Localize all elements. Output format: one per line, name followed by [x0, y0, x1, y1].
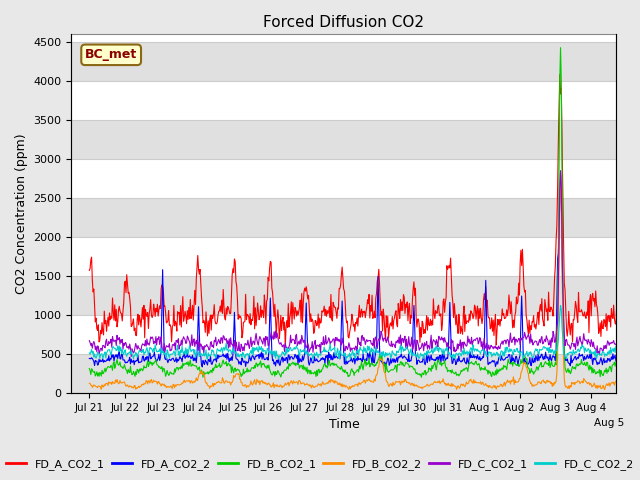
Title: Forced Diffusion CO2: Forced Diffusion CO2: [264, 15, 424, 30]
FD_B_CO2_1: [468, 361, 476, 367]
FD_B_CO2_2: [557, 171, 564, 177]
FD_A_CO2_2: [557, 170, 564, 176]
FD_B_CO2_1: [308, 370, 316, 376]
FD_C_CO2_1: [557, 168, 564, 173]
FD_A_CO2_1: [287, 299, 295, 305]
FD_A_CO2_2: [468, 354, 476, 360]
FD_C_CO2_2: [86, 350, 93, 356]
FD_A_CO2_1: [556, 72, 564, 77]
FD_A_CO2_2: [287, 354, 295, 360]
FD_C_CO2_1: [309, 349, 317, 355]
Text: Aug 5: Aug 5: [594, 418, 625, 428]
FD_A_CO2_1: [259, 307, 266, 313]
FD_A_CO2_2: [436, 352, 444, 358]
FD_A_CO2_1: [309, 319, 317, 324]
FD_B_CO2_2: [601, 387, 609, 393]
FD_C_CO2_1: [436, 337, 444, 343]
FD_C_CO2_1: [287, 340, 295, 346]
Bar: [72, 120, 616, 159]
FD_A_CO2_1: [468, 311, 476, 317]
FD_B_CO2_2: [308, 382, 316, 388]
FD_B_CO2_1: [417, 374, 425, 380]
Bar: [72, 276, 616, 315]
FD_B_CO2_2: [287, 379, 294, 385]
FD_C_CO2_2: [308, 352, 316, 358]
FD_B_CO2_1: [153, 361, 161, 367]
Line: FD_B_CO2_1: FD_B_CO2_1: [90, 48, 640, 377]
FD_A_CO2_1: [153, 309, 161, 314]
FD_C_CO2_1: [86, 338, 93, 344]
Line: FD_C_CO2_1: FD_C_CO2_1: [90, 170, 640, 357]
Bar: [72, 42, 616, 81]
FD_C_CO2_1: [127, 354, 135, 360]
FD_B_CO2_1: [287, 362, 294, 368]
FD_B_CO2_1: [86, 366, 93, 372]
Bar: [72, 198, 616, 237]
FD_C_CO2_2: [259, 349, 266, 355]
Line: FD_C_CO2_2: FD_C_CO2_2: [90, 305, 640, 361]
FD_A_CO2_2: [259, 350, 267, 356]
FD_B_CO2_1: [259, 361, 266, 367]
FD_B_CO2_1: [436, 361, 444, 367]
Text: BC_met: BC_met: [85, 48, 137, 61]
FD_C_CO2_2: [468, 352, 476, 358]
FD_C_CO2_2: [342, 358, 349, 364]
Bar: [72, 354, 616, 393]
FD_B_CO2_2: [259, 378, 266, 384]
Y-axis label: CO2 Concentration (ppm): CO2 Concentration (ppm): [15, 133, 28, 294]
X-axis label: Time: Time: [328, 419, 359, 432]
FD_C_CO2_1: [154, 336, 161, 342]
FD_A_CO2_1: [282, 344, 289, 349]
FD_C_CO2_2: [557, 302, 564, 308]
FD_B_CO2_1: [557, 45, 564, 50]
FD_B_CO2_2: [436, 378, 444, 384]
Line: FD_A_CO2_2: FD_A_CO2_2: [90, 173, 640, 367]
FD_C_CO2_2: [436, 346, 444, 352]
FD_B_CO2_2: [468, 379, 476, 385]
FD_A_CO2_2: [198, 364, 206, 370]
FD_A_CO2_1: [86, 267, 93, 273]
Line: FD_B_CO2_2: FD_B_CO2_2: [90, 174, 640, 390]
FD_B_CO2_2: [153, 379, 161, 384]
FD_A_CO2_1: [436, 313, 444, 319]
FD_A_CO2_2: [86, 356, 93, 361]
FD_B_CO2_2: [86, 380, 93, 386]
Legend: FD_A_CO2_1, FD_A_CO2_2, FD_B_CO2_1, FD_B_CO2_2, FD_C_CO2_1, FD_C_CO2_2: FD_A_CO2_1, FD_A_CO2_2, FD_B_CO2_1, FD_B…: [2, 455, 638, 474]
Line: FD_A_CO2_1: FD_A_CO2_1: [90, 74, 640, 347]
FD_C_CO2_1: [468, 342, 476, 348]
FD_C_CO2_2: [153, 348, 161, 354]
FD_C_CO2_2: [287, 345, 294, 350]
FD_A_CO2_2: [153, 359, 161, 364]
FD_A_CO2_2: [309, 360, 317, 366]
FD_C_CO2_1: [259, 341, 267, 347]
